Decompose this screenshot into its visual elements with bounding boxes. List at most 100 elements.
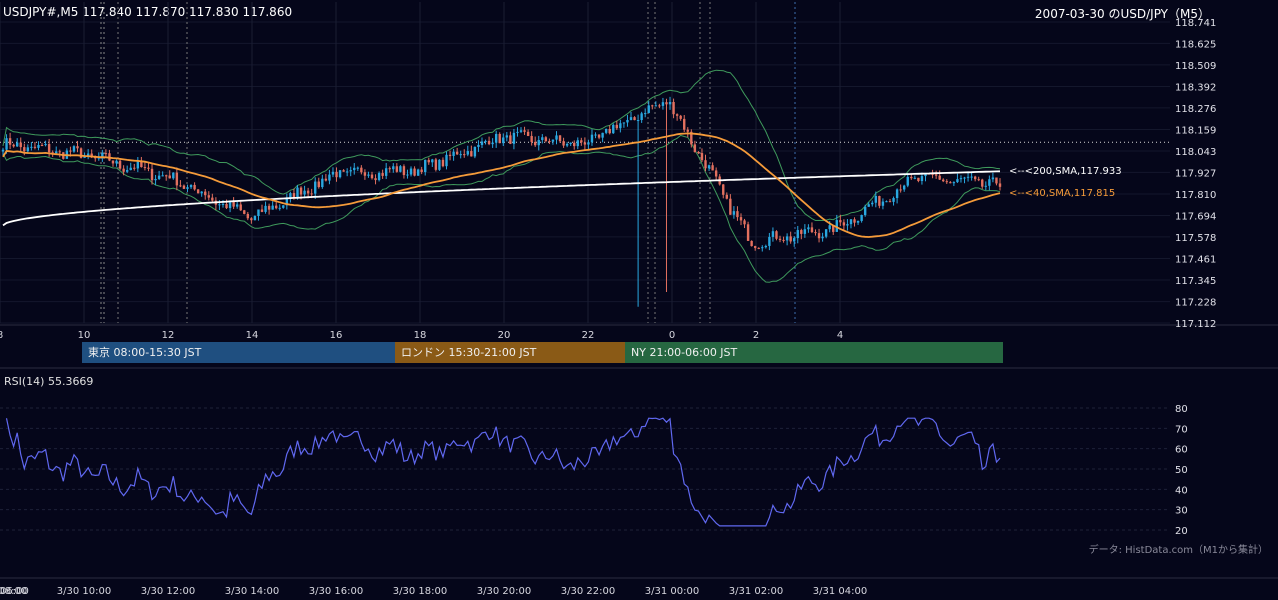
candle-body (101, 153, 104, 158)
candle-body (5, 138, 8, 150)
candle-body (551, 139, 555, 142)
candle-body (619, 123, 622, 129)
rsi-tick-label: 30 (1175, 506, 1188, 517)
price-tick-label: 118.509 (1175, 61, 1216, 72)
candle-body (608, 129, 611, 134)
time-tick-label: 20 (498, 330, 511, 341)
rsi-time-tick-label: 3/30 08:00 (0, 586, 27, 597)
candle-body (452, 151, 455, 156)
candle-body (924, 173, 927, 177)
candle-body (530, 135, 533, 142)
candle-body (292, 193, 296, 199)
candle-body (69, 150, 72, 152)
candle-body (633, 117, 636, 121)
price-tick-label: 117.578 (1175, 233, 1216, 244)
candle-body (243, 210, 246, 214)
candle-body (519, 130, 523, 132)
candle-body (445, 154, 448, 167)
candle-body (299, 187, 303, 195)
price-tick-label: 117.810 (1175, 190, 1216, 201)
candle-body (51, 152, 54, 154)
candle-body (179, 185, 182, 187)
candle-body (725, 194, 729, 199)
candle-body (693, 144, 697, 153)
candle-body (775, 231, 778, 239)
price-tick-label: 118.392 (1175, 82, 1216, 93)
candle-body (523, 130, 526, 132)
candle-body (612, 124, 615, 134)
candle-body (814, 232, 817, 234)
candle-body (690, 131, 693, 145)
candle-body (345, 171, 349, 173)
session-london: ロンドン 15:30-21:00 JST (395, 342, 625, 363)
candle-body (402, 166, 406, 176)
candle-body (824, 229, 828, 237)
candle-body (895, 189, 899, 199)
candle-body (44, 143, 47, 146)
candle-body (232, 200, 235, 207)
rsi-time-tick-label: 3/30 14:00 (225, 586, 279, 597)
bollinger-lower (2, 134, 1001, 283)
candle-body (150, 168, 154, 181)
data-source: データ: HistData.com（M1から集計） (1088, 545, 1268, 556)
candle-body (956, 179, 959, 183)
candle-body (459, 154, 462, 156)
rsi-time-tick-label: 3/30 20:00 (477, 586, 531, 597)
candle-body (640, 113, 643, 121)
candle-body (583, 142, 587, 145)
candle-body (118, 160, 122, 169)
candle-body (970, 176, 973, 178)
candle-body (264, 205, 267, 212)
candle-body (565, 143, 569, 146)
candle-body (942, 179, 945, 182)
candle-body (90, 153, 93, 158)
candle-body (711, 165, 714, 171)
candle-body (37, 145, 40, 148)
candle-body (47, 143, 51, 153)
rsi-time-tick-label: 3/30 10:00 (57, 586, 111, 597)
candle-body (587, 142, 590, 145)
candle-body (374, 178, 377, 181)
candle-body (789, 236, 792, 242)
candle-body (871, 202, 874, 205)
rsi-time-tick-label: 3/30 12:00 (141, 586, 195, 597)
candle-body (360, 167, 363, 173)
candle-body (225, 203, 228, 209)
candle-body (111, 160, 115, 164)
candle-body (959, 178, 963, 180)
candle-body (165, 175, 168, 177)
candle-body (846, 224, 849, 226)
price-tick-label: 118.043 (1175, 147, 1216, 158)
session-ny: NY 21:00-06:00 JST (625, 342, 1003, 363)
candle-body (30, 146, 33, 148)
candle-body (509, 135, 512, 144)
candle-body (282, 205, 285, 208)
candle-body (966, 176, 970, 178)
rsi-time-tick-label: 3/31 04:00 (813, 586, 867, 597)
candle-body (938, 175, 941, 180)
candle-body (881, 201, 885, 206)
candle-body (33, 146, 37, 148)
candle-body (807, 227, 810, 230)
candle-body (278, 207, 281, 209)
candle-body (729, 198, 732, 215)
candle-body (480, 141, 484, 145)
candle-body (172, 172, 175, 179)
candle-body (991, 177, 995, 180)
candle-body (590, 134, 594, 143)
candle-body (562, 141, 565, 146)
candle-body (133, 167, 136, 169)
candle-body (416, 169, 420, 176)
candle-body (125, 170, 129, 172)
candle-body (143, 167, 147, 169)
candle-body (427, 159, 430, 163)
candle-body (484, 140, 487, 142)
candle-body (704, 160, 707, 169)
candle-body (899, 189, 902, 191)
candle-body (945, 181, 948, 183)
candle-body (207, 195, 210, 198)
candle-body (353, 167, 356, 171)
candle-body (906, 176, 909, 186)
candle-body (654, 105, 658, 107)
candle-body (949, 182, 952, 184)
